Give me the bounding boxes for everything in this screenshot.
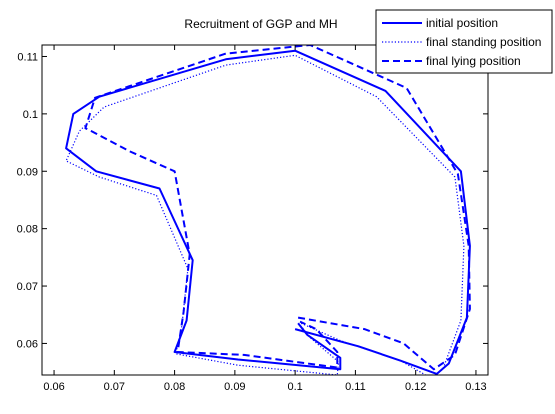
legend: initial position final standing position f… [375, 9, 553, 74]
x-tick-label: 0.08 [164, 381, 185, 393]
series-line-1 [65, 49, 471, 375]
x-tick-label: 0.09 [224, 381, 245, 393]
y-tick-label: 0.07 [17, 281, 38, 293]
x-tick-label: 0.11 [345, 381, 366, 393]
y-tick-label: 0.1 [23, 109, 38, 121]
x-axis: 0.06 0.07 0.08 0.09 0.1 0.11 0.12 0.13 [43, 45, 487, 393]
legend-label: final standing position [426, 35, 541, 49]
plot-frame [41, 44, 489, 376]
legend-label: initial position [426, 16, 498, 30]
y-axis: 0.06 0.07 0.08 0.09 0.1 0.11 [17, 51, 488, 350]
y-tick-label: 0.11 [17, 51, 38, 63]
y-tick-label: 0.08 [17, 224, 38, 236]
y-tick-label: 0.06 [17, 338, 38, 350]
x-tick-label: 0.13 [465, 381, 486, 393]
x-tick-label: 0.06 [43, 381, 64, 393]
legend-label: final lying position [426, 54, 521, 68]
x-tick-label: 0.12 [405, 381, 426, 393]
series-line-3 [84, 45, 471, 371]
y-tick-label: 0.09 [17, 166, 38, 178]
plot-area [65, 45, 471, 375]
x-tick-label: 0.1 [287, 381, 302, 393]
x-tick-label: 0.07 [104, 381, 125, 393]
chart-title: Recruitment of GGP and MH [184, 17, 337, 31]
series-line-2 [65, 54, 465, 375]
